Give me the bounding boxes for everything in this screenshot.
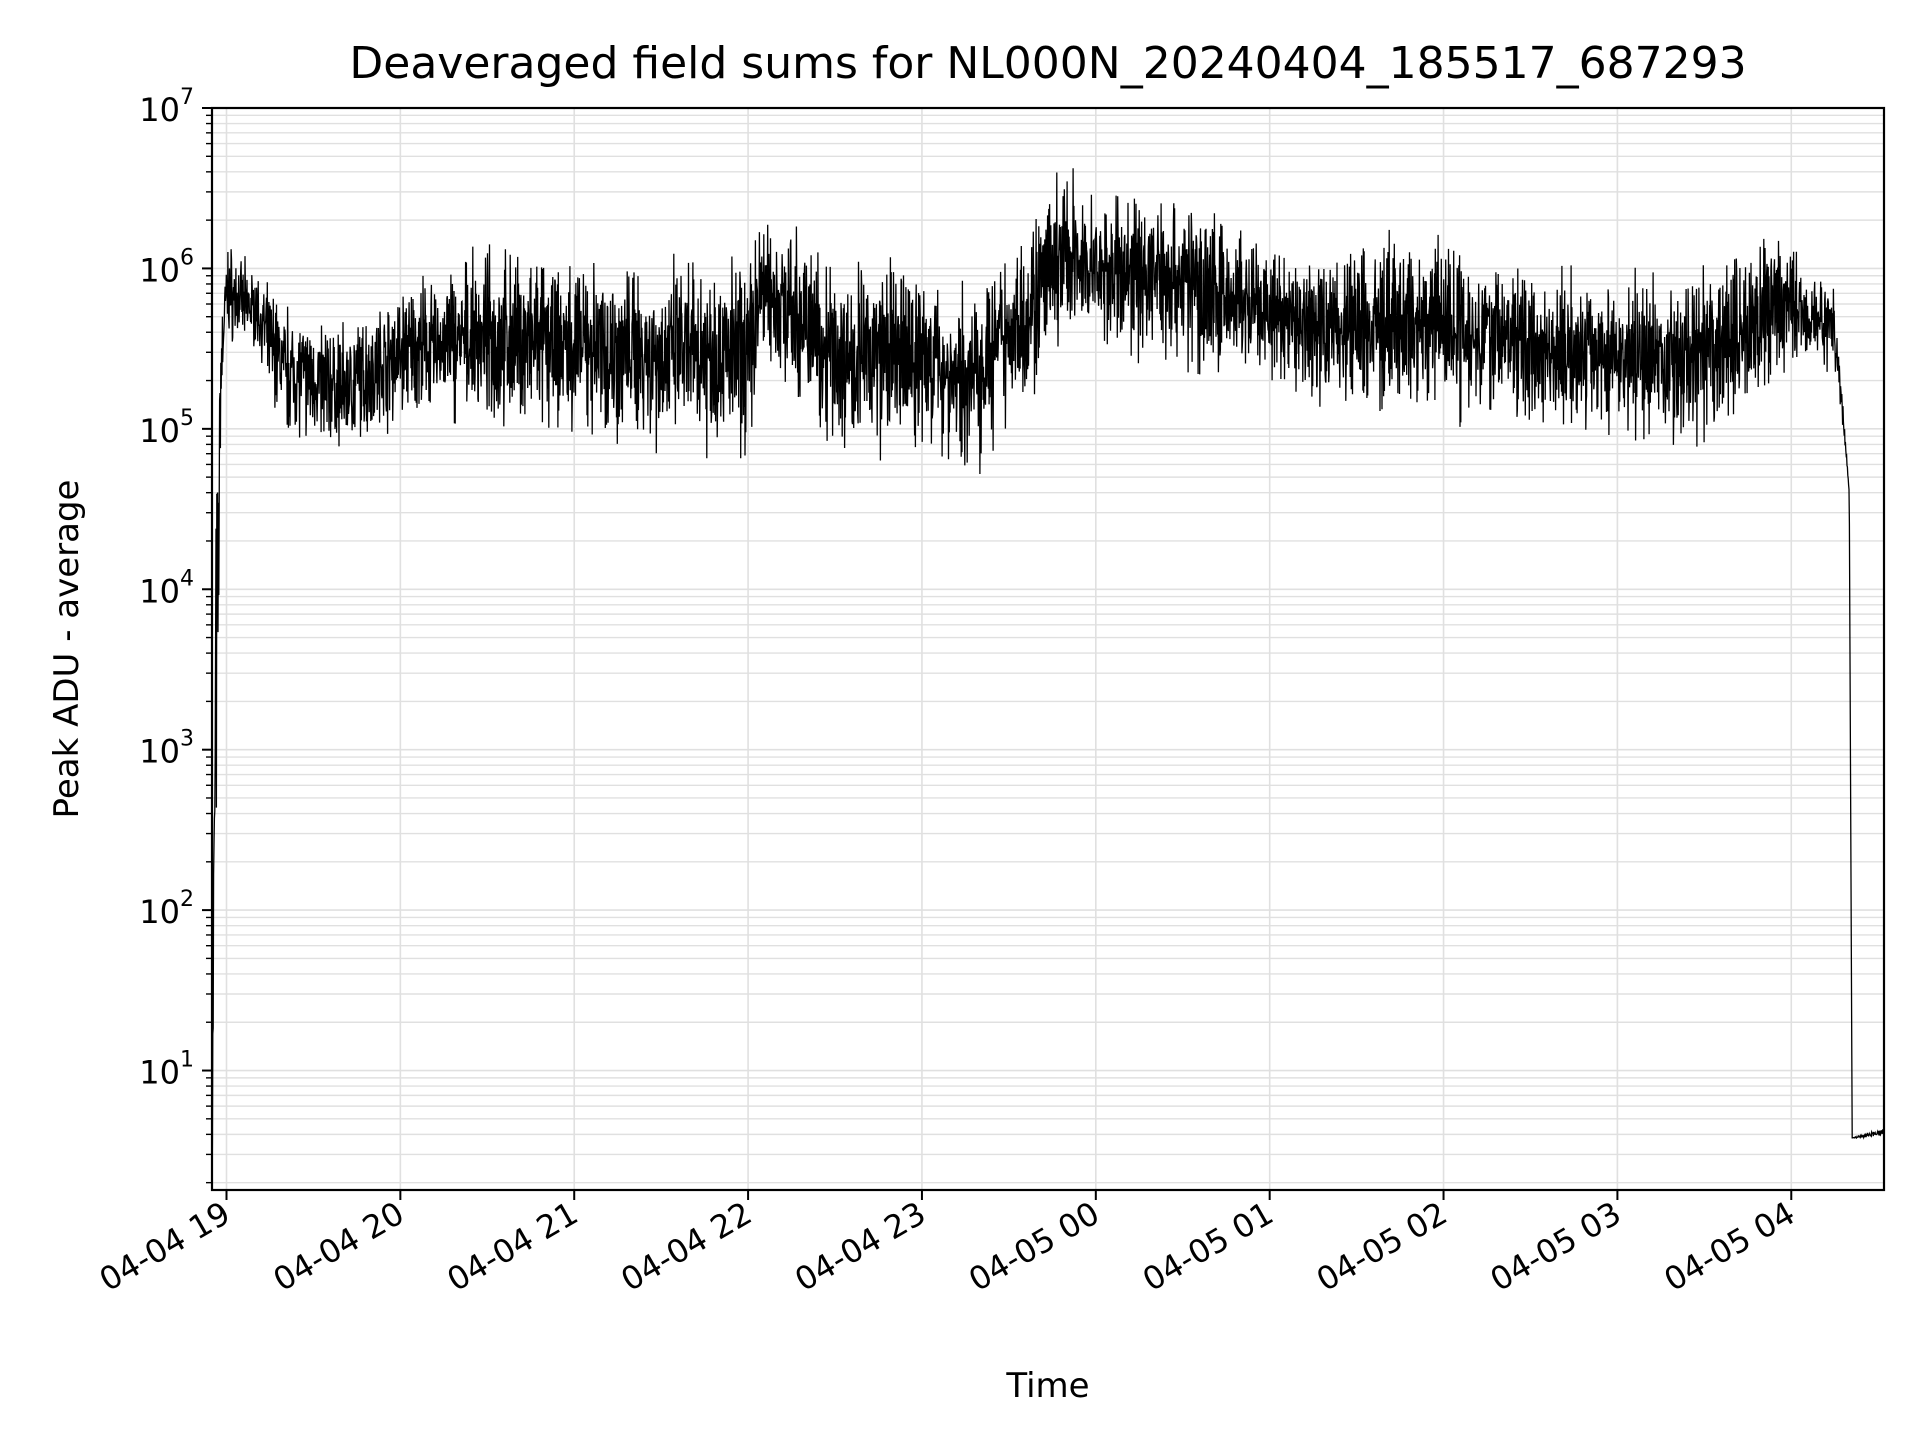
y-tick-label: 101 <box>139 1048 194 1092</box>
minor-gridlines <box>212 114 1884 1184</box>
y-tick-label: 104 <box>139 566 194 610</box>
y-tick-label: 103 <box>139 727 194 771</box>
series-line <box>211 168 1885 1187</box>
y-axis-ticks: 101 102 103 104 105 106 107 <box>139 85 212 1184</box>
series-layer <box>211 168 1885 1187</box>
y-tick-label: 102 <box>139 887 194 931</box>
y-tick-label: 106 <box>139 245 194 289</box>
y-tick-label: 107 <box>139 85 194 129</box>
chart-title: Deaveraged field sums for NL000N_2024040… <box>349 38 1746 89</box>
x-axis-label: Time <box>1005 1366 1089 1406</box>
y-tick-label: 105 <box>139 406 194 450</box>
y-axis-label: Peak ADU - average <box>47 480 87 819</box>
plot-frame <box>210 106 1886 1192</box>
